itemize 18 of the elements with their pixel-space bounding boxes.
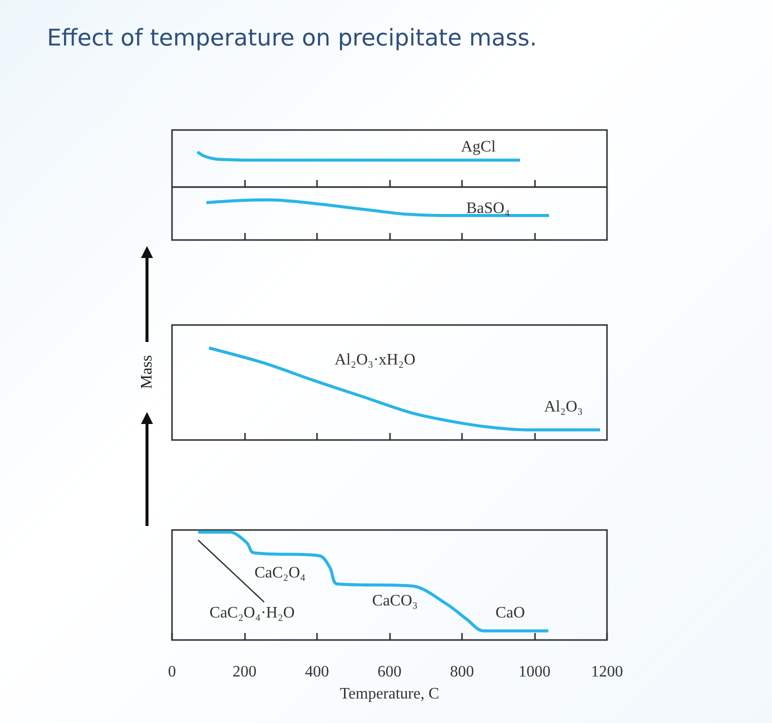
x-tick-label: 0 [168, 664, 176, 680]
annotation: Al₂O₃·xH₂O [334, 351, 416, 368]
annotation: CaC₂O₄ [254, 564, 306, 582]
annotation: BaSO₄ [466, 200, 510, 218]
y-axis-title: Mass [138, 355, 156, 389]
annotation: CaO [496, 604, 525, 622]
x-tick-label: 1000 [518, 664, 550, 680]
chart-title: Effect of temperature on precipitate mass. [47, 26, 537, 52]
x-tick-label: 1200 [591, 664, 623, 680]
annotation: AgCl [460, 138, 496, 156]
x-tick-label: 200 [232, 664, 256, 680]
x-tick-label: 600 [378, 664, 402, 680]
annotation: CaCO₃ [372, 592, 418, 610]
annotation: CaC₂O₄·H₂O [210, 604, 295, 622]
x-tick-label: 800 [450, 664, 474, 680]
x-tick-label: 400 [305, 664, 329, 680]
x-axis-title: Temperature, C [340, 686, 440, 702]
annotation: Al₂O₃ [544, 398, 583, 416]
